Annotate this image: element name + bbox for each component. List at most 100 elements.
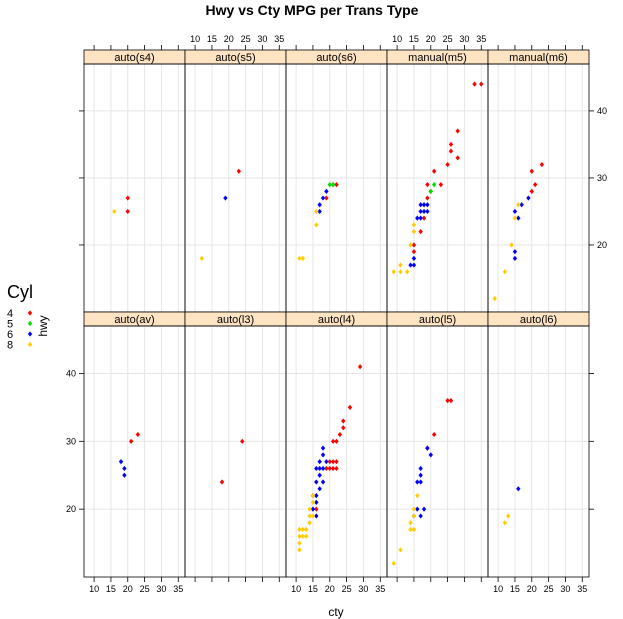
- data-point: [492, 295, 497, 302]
- data-point: [421, 202, 427, 208]
- panel-auto(l6): auto(l6): [487, 311, 590, 578]
- x-tick-label: 30: [459, 34, 469, 44]
- data-point: [411, 262, 417, 268]
- panel-frame: [487, 63, 590, 313]
- panel-frame: [386, 63, 489, 313]
- x-tick-label: 20: [426, 34, 436, 44]
- data-point: [502, 520, 508, 526]
- legend-marker: [27, 331, 33, 337]
- data-point: [219, 479, 225, 485]
- panel-frame: [83, 325, 186, 578]
- panels-group: auto(s4) auto(s5) auto(s6) manual(m5) manual…: [66, 34, 607, 594]
- legend-marker: [27, 341, 33, 348]
- strip-label: auto(av): [114, 314, 154, 326]
- data-point: [425, 182, 430, 188]
- data-point: [314, 492, 319, 499]
- data-point: [425, 195, 430, 201]
- x-tick-label: 35: [577, 584, 587, 594]
- x-tick-label: 30: [257, 34, 267, 44]
- y-tick-label: 40: [597, 106, 607, 116]
- data-point: [317, 465, 322, 472]
- panel-auto(l4): auto(l4): [285, 311, 388, 578]
- data-point: [431, 168, 437, 174]
- strip-label: auto(s5): [215, 52, 255, 64]
- x-tick-label: 25: [342, 584, 352, 594]
- data-point: [448, 148, 454, 154]
- data-point: [516, 486, 521, 492]
- data-point: [334, 459, 339, 465]
- data-point: [300, 255, 306, 261]
- y-tick-label: 20: [597, 240, 607, 250]
- data-point: [438, 182, 444, 188]
- data-point: [411, 526, 417, 533]
- data-point: [330, 438, 336, 444]
- data-point: [448, 141, 454, 148]
- data-point: [122, 472, 127, 478]
- data-point: [411, 506, 417, 512]
- legend-marker: [27, 310, 33, 316]
- y-tick-label: 40: [66, 368, 76, 378]
- data-point: [411, 249, 417, 255]
- data-point: [297, 547, 302, 553]
- data-point: [310, 513, 316, 519]
- data-point: [307, 520, 312, 526]
- data-point: [324, 195, 329, 201]
- data-point: [304, 526, 309, 533]
- data-point: [431, 431, 437, 438]
- x-tick-label: 30: [358, 584, 368, 594]
- data-point: [418, 472, 423, 478]
- data-point: [135, 431, 141, 438]
- data-point: [415, 479, 420, 485]
- strip-label: auto(l4): [318, 314, 355, 326]
- panel-auto(s4): auto(s4): [83, 49, 186, 313]
- data-point: [118, 459, 124, 465]
- strip-label: auto(s4): [114, 52, 154, 64]
- data-point: [448, 398, 454, 404]
- data-point: [398, 262, 403, 268]
- x-tick-label: 35: [476, 34, 486, 44]
- data-point: [297, 533, 302, 539]
- data-point: [506, 513, 511, 519]
- data-point: [391, 560, 396, 567]
- data-point: [314, 479, 319, 485]
- data-point: [122, 465, 127, 472]
- data-point: [330, 465, 336, 472]
- data-point: [320, 479, 326, 485]
- panel-frame: [83, 63, 186, 313]
- data-point: [310, 506, 316, 512]
- panel-auto(l3): auto(l3): [184, 311, 287, 578]
- x-tick-label: 25: [443, 34, 453, 44]
- legend-label: 4: [7, 308, 13, 320]
- panel-frame: [285, 63, 388, 313]
- data-point: [327, 459, 332, 465]
- data-point: [428, 188, 433, 194]
- strip-label: auto(l3): [217, 314, 254, 326]
- strip-label: auto(s6): [316, 52, 356, 64]
- legend-marker: [27, 320, 33, 327]
- legend-label: 6: [7, 329, 13, 341]
- data-point: [317, 202, 322, 208]
- data-point: [418, 215, 423, 221]
- data-point: [297, 526, 302, 533]
- legend-label: 8: [7, 340, 13, 352]
- data-point: [398, 269, 403, 275]
- strip-label: manual(m6): [509, 52, 568, 64]
- x-tick-label: 25: [241, 34, 251, 44]
- panel-frame: [184, 325, 287, 578]
- data-point: [314, 499, 319, 505]
- data-point: [304, 533, 309, 539]
- data-point: [320, 465, 326, 472]
- data-point: [330, 459, 336, 465]
- panel-auto(s5): auto(s5): [184, 49, 287, 313]
- x-tick-label: 10: [89, 584, 99, 594]
- panel-frame: [285, 325, 388, 578]
- data-point: [425, 202, 430, 208]
- data-point: [411, 222, 417, 228]
- data-point: [327, 182, 332, 188]
- data-point: [516, 215, 521, 221]
- x-tick-label: 35: [274, 34, 284, 44]
- data-point: [314, 513, 319, 519]
- y-axis-title: hwy: [36, 315, 50, 336]
- data-point: [526, 195, 531, 201]
- data-point: [300, 533, 306, 539]
